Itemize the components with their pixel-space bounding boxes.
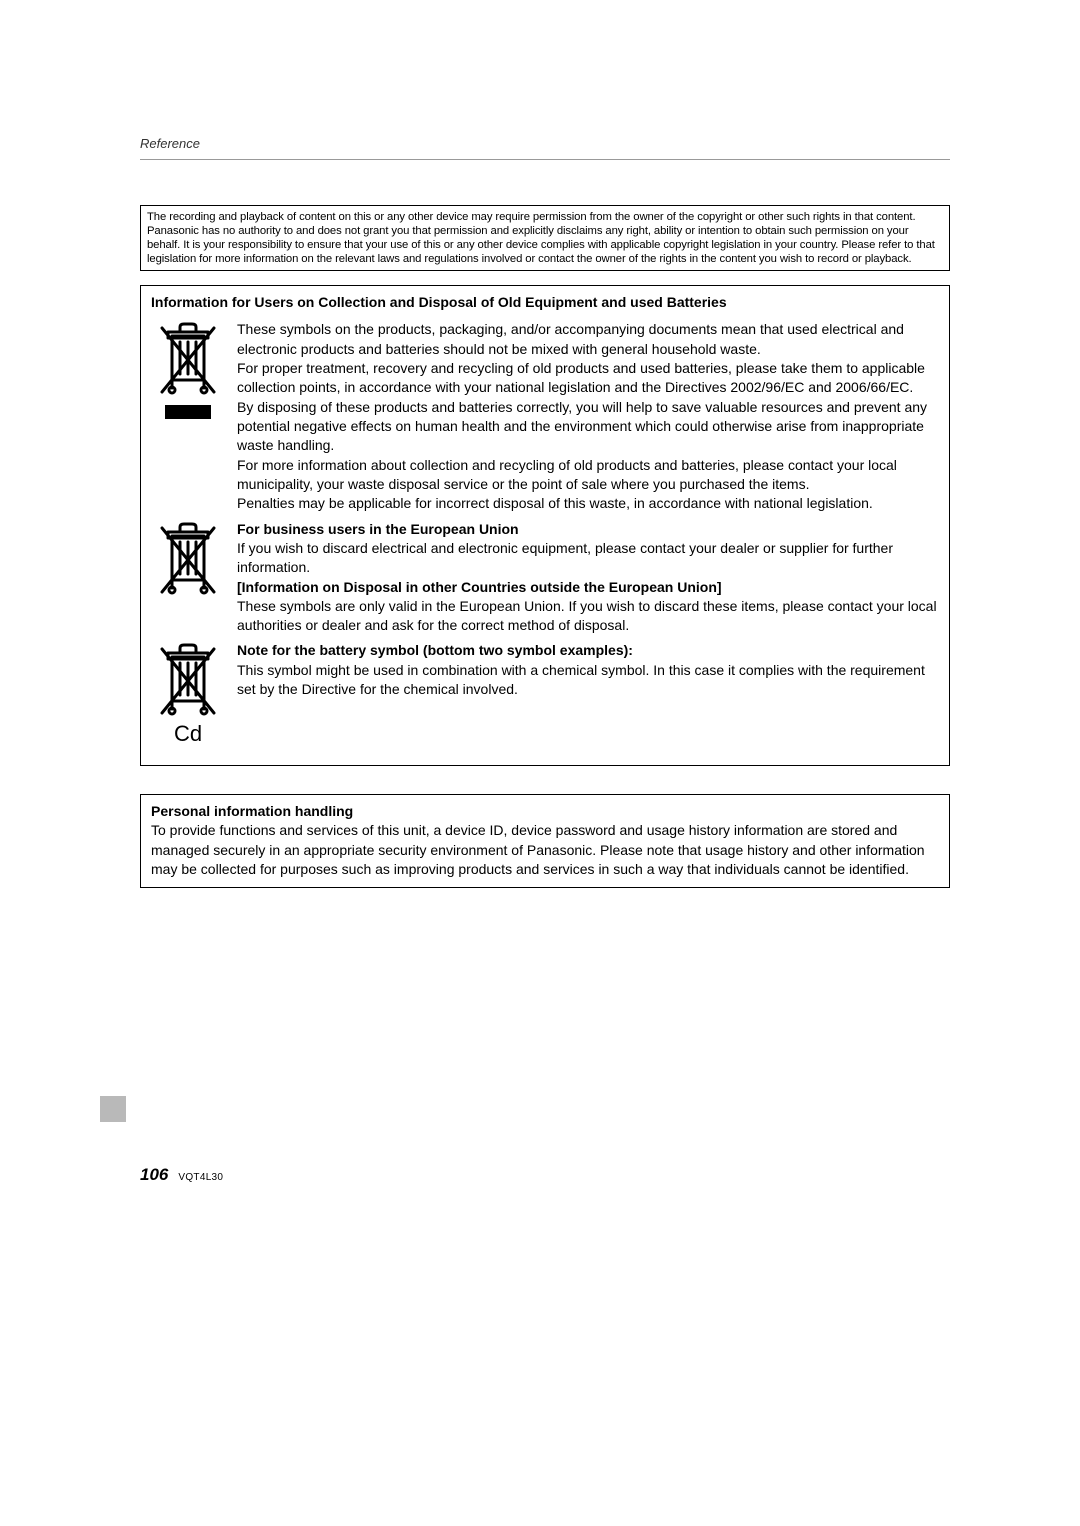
disposal-s3-heading: Note for the battery symbol (bottom two …: [237, 641, 939, 660]
personal-body: To provide functions and services of thi…: [151, 821, 939, 879]
weee-bin-icon: [156, 643, 220, 719]
disposal-section-2-text: For business users in the European Union…: [237, 520, 939, 636]
copyright-text: The recording and playback of content on…: [147, 211, 935, 265]
disposal-s2-body-b: These symbols are only valid in the Euro…: [237, 597, 939, 636]
weee-bin-icon: [156, 522, 220, 598]
copyright-notice-box: The recording and playback of content on…: [140, 205, 950, 271]
disposal-section-3: Cd Note for the battery symbol (bottom t…: [151, 641, 939, 747]
document-code: VQT4L30: [178, 1172, 223, 1183]
disposal-info-box: Information for Users on Collection and …: [140, 285, 950, 766]
disposal-s2-heading-a: For business users in the European Union: [237, 520, 939, 539]
icon-column-2: [151, 520, 225, 598]
disposal-s2-body-a: If you wish to discard electrical and el…: [237, 539, 939, 578]
page-footer: 106 VQT4L30: [140, 1165, 223, 1185]
disposal-s1-p3: By disposing of these products and batte…: [237, 398, 939, 456]
page-number: 106: [140, 1165, 168, 1185]
disposal-s1-p4: For more information about collection an…: [237, 456, 939, 495]
disposal-s3-body: This symbol might be used in combination…: [237, 661, 939, 700]
header-rule: Reference: [140, 135, 950, 160]
personal-info-box: Personal information handling To provide…: [140, 794, 950, 888]
disposal-section-1: These symbols on the products, packaging…: [151, 320, 939, 513]
disposal-section-2: For business users in the European Union…: [151, 520, 939, 636]
icon-column-3: Cd: [151, 641, 225, 747]
personal-title: Personal information handling: [151, 803, 939, 819]
disposal-section-3-text: Note for the battery symbol (bottom two …: [237, 641, 939, 699]
disposal-title: Information for Users on Collection and …: [151, 294, 939, 310]
gray-margin-marker: [100, 1096, 126, 1122]
page: Reference The recording and playback of …: [0, 0, 1080, 1526]
chemical-symbol-label: Cd: [174, 721, 202, 747]
black-bar-icon: [165, 405, 211, 419]
disposal-s1-p1: These symbols on the products, packaging…: [237, 320, 939, 359]
weee-bin-icon: [156, 322, 220, 398]
icon-column-1: [151, 320, 225, 419]
disposal-s1-p2: For proper treatment, recovery and recyc…: [237, 359, 939, 398]
section-header: Reference: [140, 136, 200, 151]
disposal-s2-heading-b: [Information on Disposal in other Countr…: [237, 578, 939, 597]
disposal-s1-p5: Penalties may be applicable for incorrec…: [237, 494, 939, 513]
disposal-section-1-text: These symbols on the products, packaging…: [237, 320, 939, 513]
